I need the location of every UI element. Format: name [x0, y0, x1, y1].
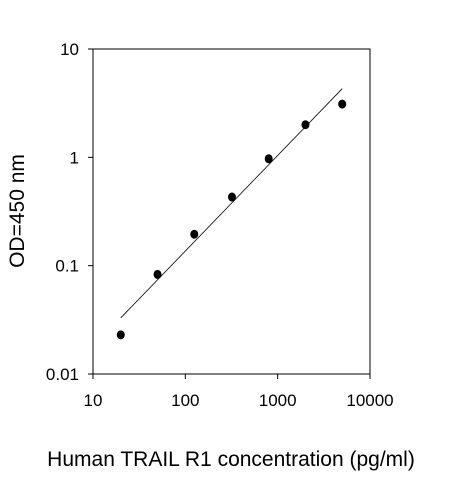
y-tick-label: 10: [60, 40, 79, 59]
data-point: [116, 330, 125, 340]
data-point: [338, 99, 347, 109]
x-axis-title: Human TRAIL R1 concentration (pg/ml): [47, 448, 415, 471]
y-tick-label: 0.1: [55, 257, 79, 276]
y-axis-title: OD=450 nm: [6, 154, 29, 268]
data-point: [227, 192, 236, 202]
x-axis-ticks: 10 100 1000 10000: [84, 374, 394, 410]
x-tick-label: 10000: [346, 391, 393, 410]
x-tick-label: 100: [171, 391, 199, 410]
x-tick-label: 1000: [259, 391, 297, 410]
y-tick-label: 1: [70, 148, 79, 167]
data-point: [264, 154, 273, 164]
data-points: [116, 99, 347, 340]
data-point: [301, 120, 310, 130]
x-tick-label: 10: [84, 391, 103, 410]
data-point: [190, 229, 199, 239]
data-point: [153, 269, 162, 279]
plot-frame: [92, 48, 371, 375]
y-tick-label: 0.01: [46, 365, 79, 384]
y-axis-ticks: 0.01 0.1 1 10: [46, 40, 93, 384]
